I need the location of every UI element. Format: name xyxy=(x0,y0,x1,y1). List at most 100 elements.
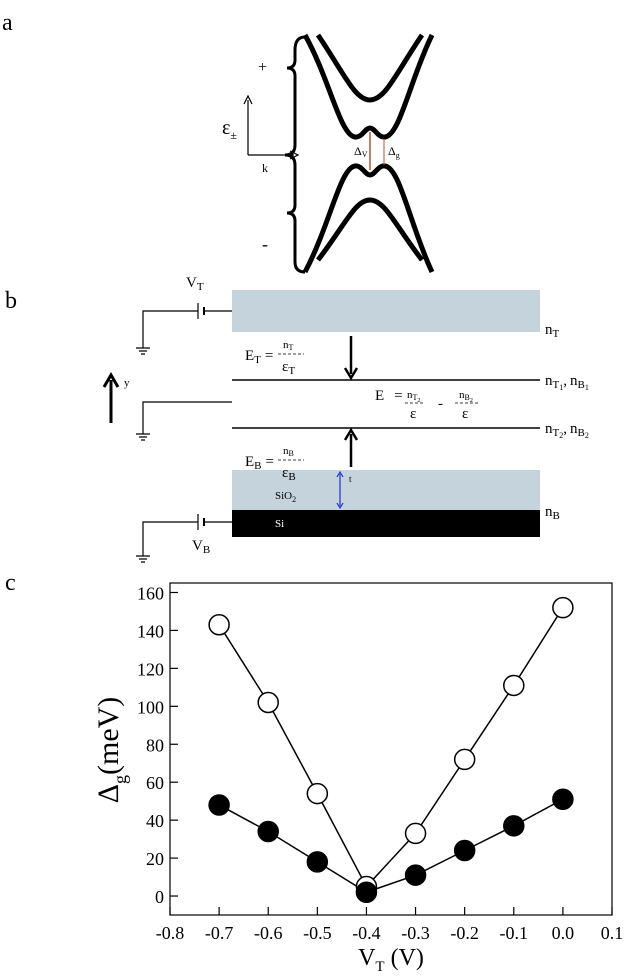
band-plus: + xyxy=(258,59,267,76)
n: n xyxy=(459,389,465,401)
sub: T xyxy=(288,365,295,377)
substrate xyxy=(232,510,540,537)
sub: B xyxy=(553,510,560,522)
x-tick-label: -0.5 xyxy=(303,923,332,943)
sub: 2 xyxy=(559,431,563,440)
marker xyxy=(404,822,427,845)
symbol: Δ xyxy=(92,784,125,803)
back-charge: nB xyxy=(545,504,560,522)
symbol: V xyxy=(358,945,376,971)
arrowhead xyxy=(243,94,253,105)
x-tick-label: -0.2 xyxy=(450,923,479,943)
symbol: V xyxy=(192,538,203,554)
numerator: nT2 xyxy=(407,389,420,404)
denominator: εT xyxy=(282,359,295,377)
sub: 2 xyxy=(585,431,589,440)
sub: g xyxy=(396,151,400,160)
band-minus: - xyxy=(262,234,268,254)
eps: ε xyxy=(282,359,288,375)
oxide xyxy=(232,470,540,510)
marker xyxy=(453,748,476,771)
middle-field: E = xyxy=(375,388,403,404)
sub: 2 xyxy=(470,398,473,404)
symbol: ε xyxy=(222,117,230,139)
marker xyxy=(503,815,525,837)
sub: 1 xyxy=(559,383,563,392)
n: n xyxy=(283,339,289,351)
top-field: ET = xyxy=(245,348,273,366)
symbol: V xyxy=(186,275,197,291)
sub: B xyxy=(203,544,210,556)
ground xyxy=(136,433,150,441)
arrowhead xyxy=(102,372,120,388)
sub: T xyxy=(197,281,204,293)
panel-label: c xyxy=(5,570,16,596)
sub: 2 xyxy=(417,398,420,404)
marker xyxy=(503,674,525,697)
sub: g xyxy=(110,775,130,784)
series-line xyxy=(218,607,564,888)
sub: T xyxy=(254,354,261,366)
unit: (V) xyxy=(391,945,424,971)
y-tick-label: 140 xyxy=(137,621,164,641)
symbol: n xyxy=(545,322,553,338)
x-tick-label: -0.4 xyxy=(352,923,381,943)
band-gap: Δg xyxy=(388,144,400,160)
symbol: Δ xyxy=(388,144,396,158)
top-charge: nT xyxy=(545,322,560,340)
sub: B xyxy=(288,471,295,483)
bottom-field: EB = xyxy=(245,454,274,472)
denominator: ε xyxy=(462,406,468,422)
n: n xyxy=(570,373,578,389)
y-tick-label: 60 xyxy=(146,773,164,793)
sub: B xyxy=(577,427,584,439)
y-tick-label: 80 xyxy=(146,735,164,755)
n: n xyxy=(570,421,578,437)
minus: - xyxy=(438,396,443,412)
band xyxy=(302,163,435,274)
numerator: nB xyxy=(283,445,294,458)
y-axis-label: Δg(meV) xyxy=(92,697,130,804)
arrowhead xyxy=(289,150,300,160)
valence-gap: ΔV xyxy=(354,144,368,159)
eq: = xyxy=(266,454,274,470)
x-tick-label: -0.3 xyxy=(401,923,430,943)
n: n xyxy=(545,421,553,437)
n: n xyxy=(283,445,289,457)
marker xyxy=(306,851,329,873)
arrowhead xyxy=(336,470,344,510)
eps: ε xyxy=(282,465,288,481)
back-gate-voltage: VB xyxy=(192,538,210,556)
sub: T xyxy=(375,959,384,975)
arrowhead xyxy=(343,427,359,441)
plot-frame xyxy=(169,582,613,916)
top-gate-voltage: VT xyxy=(186,275,204,293)
oxide-label: SiO2 xyxy=(275,490,296,504)
x-tick-label: -0.8 xyxy=(156,923,185,943)
arrowhead xyxy=(343,367,359,381)
denominator: εB xyxy=(282,465,296,483)
band xyxy=(316,197,424,262)
symbol: E xyxy=(375,388,384,404)
marker xyxy=(552,596,574,619)
sep: , xyxy=(563,373,567,389)
symbol: E xyxy=(245,454,254,470)
symbol: Δ xyxy=(354,144,362,158)
marker xyxy=(355,881,378,903)
sub: 1 xyxy=(585,383,589,392)
marker xyxy=(208,613,230,636)
symbol: n xyxy=(545,504,553,520)
x-tick-label: -0.6 xyxy=(254,923,283,943)
sub: T xyxy=(553,328,560,340)
marker xyxy=(257,820,279,843)
x-tick-label: -0.7 xyxy=(205,923,234,943)
y-tick-label: 0 xyxy=(155,887,164,907)
x-tick-label: -0.1 xyxy=(500,923,529,943)
eq: = xyxy=(265,348,273,364)
n: n xyxy=(545,373,553,389)
marker xyxy=(257,691,279,714)
layer2-charges: nT2, nB2 xyxy=(545,421,589,440)
ground xyxy=(136,555,150,563)
ground xyxy=(136,347,150,355)
panel-label: b xyxy=(5,288,17,314)
